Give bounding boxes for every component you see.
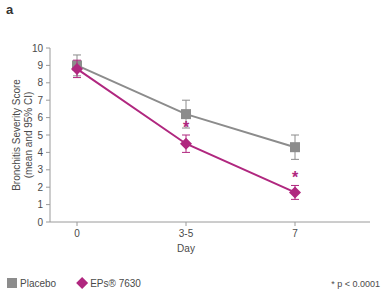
y-tick <box>46 117 50 118</box>
footnote: * p < 0.0001 <box>331 279 380 289</box>
chart: a Bronchitis Severity Score(mean and 95% … <box>0 0 386 305</box>
series-line <box>77 65 295 147</box>
y-tick <box>46 100 50 101</box>
marker <box>71 63 83 75</box>
y-tick <box>46 152 50 153</box>
x-axis <box>50 222 370 223</box>
legend-label: EPs® 7630 <box>90 278 141 289</box>
annotations: ** <box>183 119 299 186</box>
x-tick <box>295 222 296 226</box>
y-axis-label: Bronchitis Severity Score <box>11 79 22 191</box>
x-tick-label: 0 <box>74 228 80 239</box>
y-tick <box>46 169 50 170</box>
marker <box>289 186 301 198</box>
x-tick-label: 7 <box>292 228 298 239</box>
y-tick <box>46 222 50 223</box>
marker <box>180 138 192 150</box>
y-tick-label: 1 <box>37 199 43 210</box>
marker <box>76 277 88 289</box>
error-bar <box>291 135 299 159</box>
significance-mark: * <box>292 169 299 186</box>
y-tick-label: 3 <box>37 164 43 175</box>
y-tick <box>46 65 50 66</box>
y-tick-label: 9 <box>37 60 43 71</box>
y-tick <box>46 135 50 136</box>
y-tick <box>46 204 50 205</box>
y-tick <box>46 48 50 49</box>
y-tick-label: 0 <box>37 217 43 228</box>
x-axis-label: Day <box>177 243 195 254</box>
y-tick-label: 5 <box>37 130 43 141</box>
x-tick-label: 3-5 <box>179 228 194 239</box>
marker <box>290 142 300 152</box>
legend: Placebo EPs® 7630 * p < 0.0001 <box>7 277 380 289</box>
y-tick-label: 8 <box>37 77 43 88</box>
y-tick <box>46 82 50 83</box>
series-line <box>77 69 295 193</box>
y-tick-label: 10 <box>32 43 44 54</box>
y-tick <box>46 187 50 188</box>
y-tick-label: 7 <box>37 95 43 106</box>
x-tick <box>77 222 78 226</box>
x-tick <box>186 222 187 226</box>
marker <box>7 278 17 288</box>
y-tick-label: 6 <box>37 112 43 123</box>
y-tick-label: 2 <box>37 182 43 193</box>
y-axis-label: (mean and 95% CI) <box>23 92 34 179</box>
significance-mark: * <box>183 119 190 136</box>
legend-label: Placebo <box>20 278 57 289</box>
marker <box>181 109 191 119</box>
plot-area <box>71 55 301 199</box>
y-tick-label: 4 <box>37 147 43 158</box>
panel-label: a <box>6 2 14 17</box>
